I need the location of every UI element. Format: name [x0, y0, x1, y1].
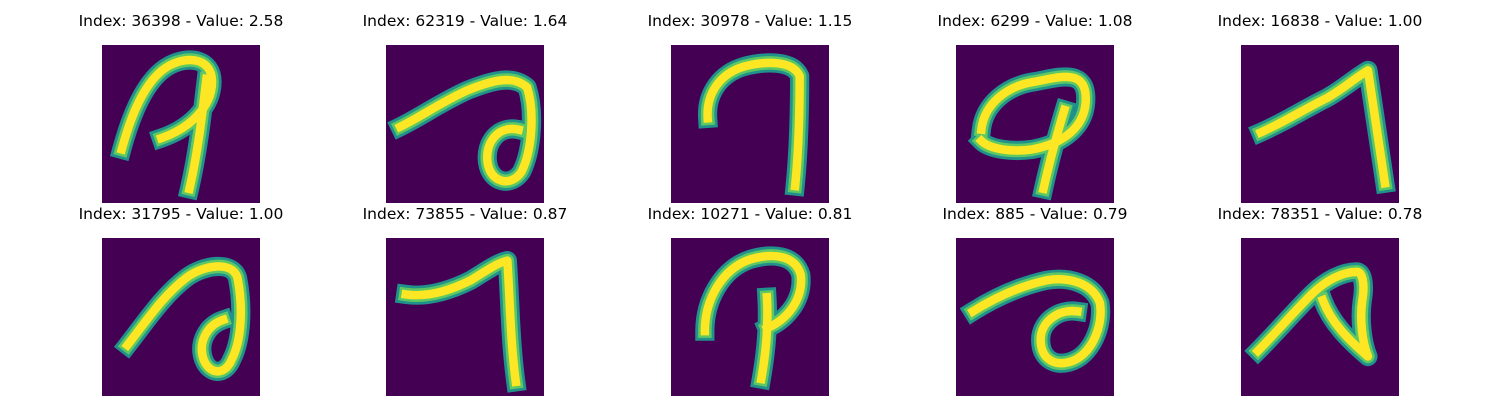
image-tile: Index: 31795 - Value: 1.00	[31, 204, 331, 396]
digit-glyph	[671, 238, 829, 396]
digit-glyph	[956, 45, 1114, 203]
digit-glyph	[1241, 238, 1399, 396]
stroke-core	[1251, 267, 1373, 361]
tile-title: Index: 73855 - Value: 0.87	[362, 205, 568, 223]
image-tile: Index: 6299 - Value: 1.08	[885, 11, 1185, 203]
stroke-core	[116, 55, 217, 194]
digit-image	[671, 45, 829, 203]
image-tile: Index: 78351 - Value: 0.78	[1170, 204, 1470, 396]
digit-image	[102, 238, 260, 396]
image-tile: Index: 62319 - Value: 1.64	[315, 11, 615, 203]
tile-title: Index: 885 - Value: 0.79	[942, 205, 1128, 223]
digit-glyph	[102, 238, 260, 396]
tile-title: Index: 6299 - Value: 1.08	[937, 12, 1133, 30]
digit-glyph	[956, 238, 1114, 396]
digit-glyph	[1241, 45, 1399, 203]
digit-image	[671, 238, 829, 396]
tile-title: Index: 10271 - Value: 0.81	[647, 205, 853, 223]
tile-title: Index: 16838 - Value: 1.00	[1217, 12, 1423, 30]
stroke-core	[700, 251, 806, 384]
digit-image	[386, 45, 544, 203]
stroke-core	[703, 58, 804, 191]
stroke-core	[1255, 66, 1390, 189]
tile-title: Index: 62319 - Value: 1.64	[362, 12, 568, 30]
digit-image	[956, 45, 1114, 203]
digit-image	[102, 45, 260, 203]
stroke-core	[975, 72, 1091, 194]
tile-title: Index: 78351 - Value: 0.78	[1217, 205, 1423, 223]
tile-title: Index: 30978 - Value: 1.15	[647, 12, 853, 30]
digit-image	[1241, 238, 1399, 396]
image-tile: Index: 73855 - Value: 0.87	[315, 204, 615, 396]
digit-image	[956, 238, 1114, 396]
digit-glyph	[386, 45, 544, 203]
digit-glyph	[671, 45, 829, 203]
stroke-core	[967, 275, 1105, 368]
digit-image	[1241, 45, 1399, 203]
stroke-core	[394, 75, 536, 186]
image-tile: Index: 16838 - Value: 1.00	[1170, 11, 1470, 203]
stroke-core	[400, 256, 521, 387]
digit-glyph	[386, 238, 544, 396]
image-background	[956, 238, 1114, 396]
digit-glyph	[102, 45, 260, 203]
digit-image	[386, 238, 544, 396]
image-tile: Index: 30978 - Value: 1.15	[600, 11, 900, 203]
tile-title: Index: 36398 - Value: 2.58	[78, 12, 284, 30]
stroke-core	[121, 262, 246, 376]
image-tile: Index: 36398 - Value: 2.58	[31, 11, 331, 203]
tile-title: Index: 31795 - Value: 1.00	[78, 205, 284, 223]
image-tile: Index: 885 - Value: 0.79	[885, 204, 1185, 396]
image-tile: Index: 10271 - Value: 0.81	[600, 204, 900, 396]
image-background	[1241, 238, 1399, 396]
